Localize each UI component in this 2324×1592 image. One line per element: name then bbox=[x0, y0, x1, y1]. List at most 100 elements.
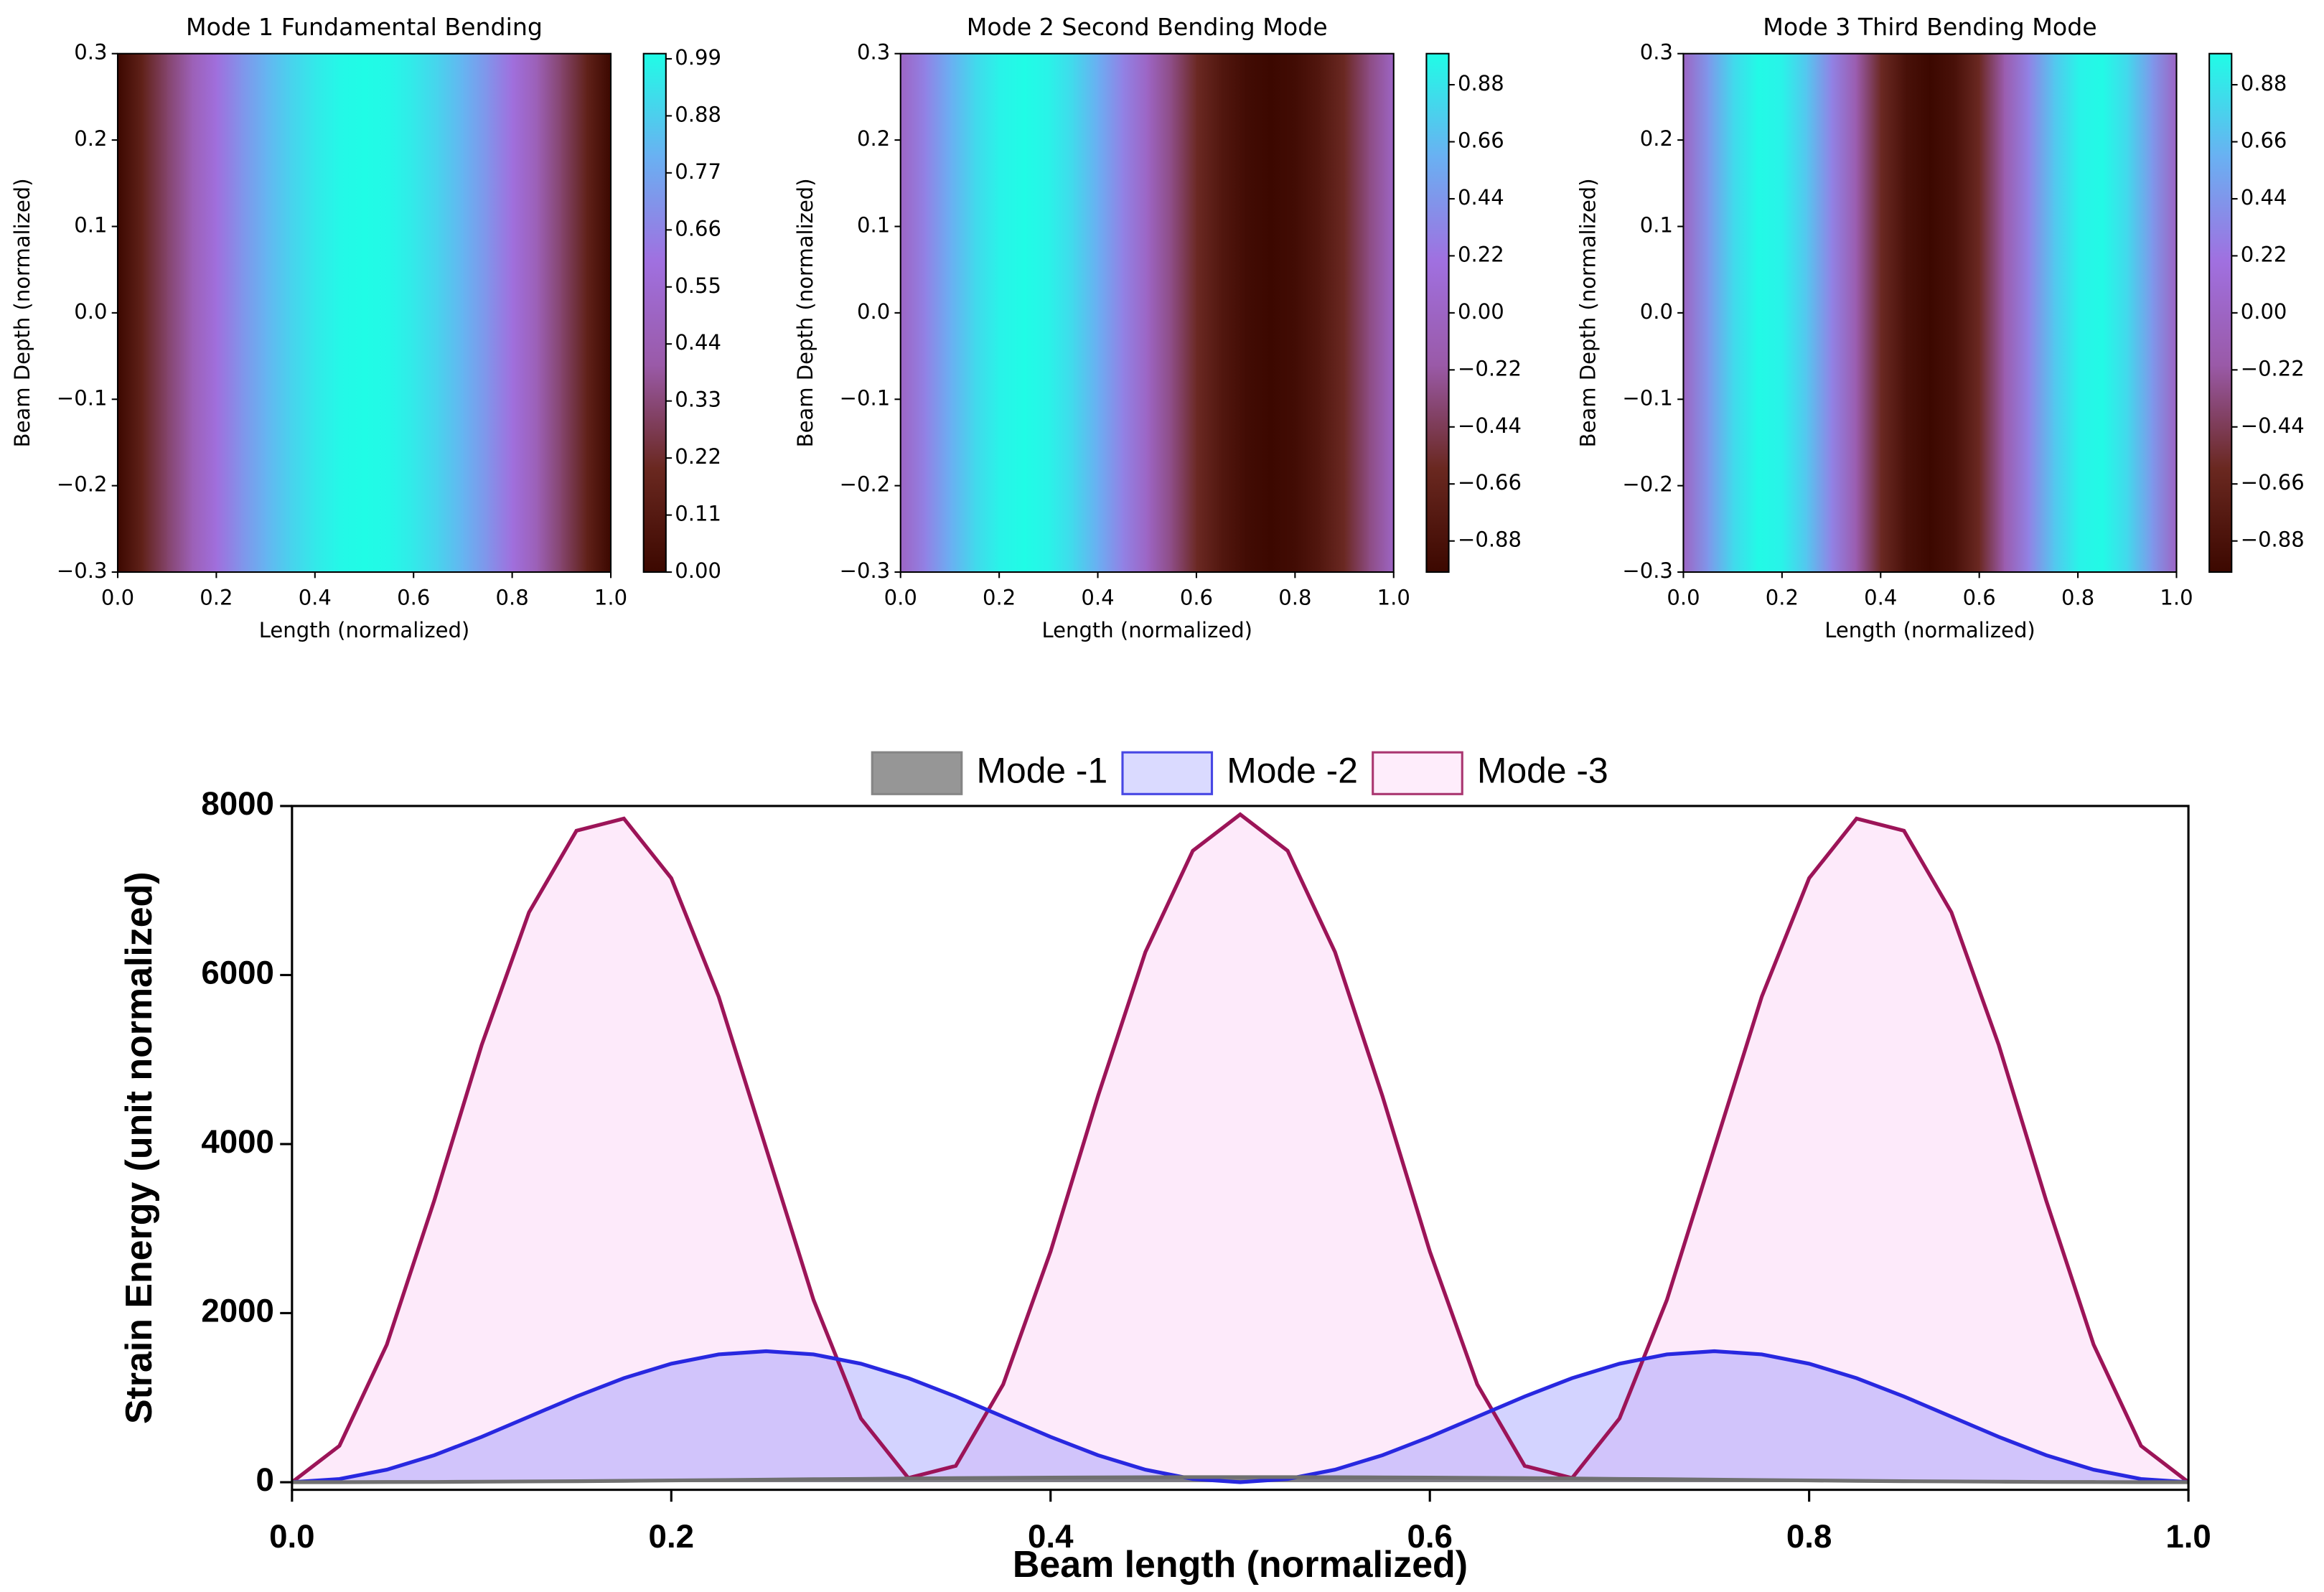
heat-cell bbox=[1245, 53, 1272, 573]
heat-cell bbox=[1757, 53, 1784, 573]
x-tick-label: 0.8 bbox=[496, 585, 529, 609]
y-tick-label: 4000 bbox=[201, 1123, 274, 1160]
x-tick-label: 0.0 bbox=[269, 1518, 314, 1555]
x-tick-label: 0.2 bbox=[200, 585, 233, 609]
area-line bbox=[291, 1349, 2189, 1484]
heat-cell bbox=[1831, 53, 1857, 573]
legend-label: Mode -2 bbox=[1227, 750, 1358, 790]
x-tick-label: 0.8 bbox=[2061, 585, 2094, 609]
x-tick-label: 0.6 bbox=[1407, 1518, 1452, 1555]
heat-cell bbox=[1270, 53, 1296, 573]
x-axis-label: Beam length (normalized) bbox=[1013, 1543, 1468, 1585]
legend-swatch bbox=[871, 751, 963, 795]
colorbar-tick-label: −0.66 bbox=[2241, 470, 2305, 495]
heat-cell bbox=[536, 53, 563, 573]
heat-cell bbox=[925, 53, 951, 573]
heat-cell bbox=[2127, 53, 2153, 573]
x-tick-label: 0.4 bbox=[1081, 585, 1114, 609]
y-tick-label: 8000 bbox=[201, 785, 274, 822]
x-axis-label: Length (normalized) bbox=[259, 618, 470, 642]
y-tick-label: −0.3 bbox=[1622, 558, 1673, 583]
area-line bbox=[291, 1475, 2189, 1484]
x-tick-label: 0.6 bbox=[397, 585, 430, 609]
colorbar-tick-label: 0.00 bbox=[2241, 299, 2287, 324]
y-tick-label: −0.1 bbox=[1622, 385, 1673, 410]
colorbar bbox=[2208, 52, 2233, 573]
heat-cell bbox=[1196, 53, 1222, 573]
x-tick-label: 0.2 bbox=[649, 1518, 694, 1555]
heat-cell bbox=[1344, 53, 1370, 573]
heat-cell bbox=[2078, 53, 2104, 573]
colorbar-tick-label: 0.22 bbox=[675, 444, 721, 469]
heat-cell bbox=[216, 53, 242, 573]
y-tick-label: 2000 bbox=[201, 1293, 274, 1329]
chart-title: Mode 2 Second Bending Mode bbox=[967, 13, 1328, 41]
colorbar-tick-label: 0.00 bbox=[675, 558, 721, 583]
x-tick-label: 0.8 bbox=[1278, 585, 1311, 609]
heat-cell bbox=[1023, 53, 1050, 573]
y-tick-label: −0.2 bbox=[840, 472, 891, 497]
legend-label: Mode -1 bbox=[977, 750, 1108, 790]
heat-cell bbox=[339, 53, 365, 573]
heat-cell bbox=[1781, 53, 1808, 573]
y-tick-label: 0.1 bbox=[74, 212, 107, 237]
colorbar-tick-label: 0.88 bbox=[675, 102, 721, 126]
colorbar-tick-label: −0.44 bbox=[1458, 413, 1522, 438]
y-tick-label: −0.1 bbox=[840, 385, 891, 410]
heat-cell bbox=[999, 53, 1025, 573]
heat-cell bbox=[1707, 53, 1734, 573]
colorbar-tick-label: −0.22 bbox=[2241, 356, 2305, 380]
heat-cell bbox=[266, 53, 291, 573]
colorbar-tick-label: 0.66 bbox=[675, 216, 721, 240]
y-tick-label: −0.2 bbox=[57, 472, 108, 497]
x-tick-label: 0.4 bbox=[299, 585, 332, 609]
heat-cell bbox=[2004, 53, 2030, 573]
colorbar-tick-label: 0.77 bbox=[675, 159, 721, 184]
x-tick-label: 1.0 bbox=[2160, 585, 2193, 609]
y-tick-label: 0.1 bbox=[1640, 212, 1673, 237]
y-axis-label: Beam Depth (normalized) bbox=[1576, 178, 1601, 447]
heat-cell bbox=[142, 53, 168, 573]
legend-item: Mode -1 bbox=[871, 750, 1108, 795]
heat-cell bbox=[1221, 53, 1247, 573]
x-tick-label: 0.0 bbox=[101, 585, 134, 609]
y-tick-label: 0.1 bbox=[857, 212, 890, 237]
colorbar-tick-label: −0.88 bbox=[1458, 528, 1522, 552]
colorbar-tick-label: 0.11 bbox=[675, 502, 721, 526]
heat-cell bbox=[1122, 53, 1148, 573]
heat-cell bbox=[512, 53, 538, 573]
heat-cell bbox=[1905, 53, 1931, 573]
x-tick-label: 0.4 bbox=[1864, 585, 1897, 609]
heat-cell bbox=[413, 53, 439, 573]
heat-cell bbox=[586, 53, 612, 573]
y-tick-label: 0.2 bbox=[857, 126, 890, 151]
chart-title: Mode 3 Third Bending Mode bbox=[1763, 13, 2096, 41]
heat-cell bbox=[1733, 53, 1758, 573]
heat-cell bbox=[1979, 53, 2005, 573]
colorbar-tick-label: −0.44 bbox=[2241, 413, 2305, 438]
heat-cell bbox=[2102, 53, 2129, 573]
x-tick-label: 0.0 bbox=[884, 585, 917, 609]
heat-cell bbox=[950, 53, 976, 573]
colorbar-tick-label: 0.44 bbox=[1458, 185, 1504, 210]
chart-title: Mode 1 Fundamental Bending bbox=[186, 13, 543, 41]
area-fill bbox=[291, 1351, 2189, 1483]
colorbar-tick-label: 0.44 bbox=[675, 330, 721, 355]
heat-cell bbox=[438, 53, 464, 573]
colorbar-tick-label: 0.66 bbox=[2241, 128, 2287, 153]
colorbar-tick-label: 0.00 bbox=[1458, 299, 1504, 324]
heat-cell bbox=[1369, 53, 1394, 573]
heat-cell bbox=[1855, 53, 1882, 573]
x-tick-label: 1.0 bbox=[2165, 1518, 2211, 1555]
heat-cell bbox=[1147, 53, 1173, 573]
heat-cell bbox=[1073, 53, 1099, 573]
heat-cell bbox=[117, 53, 144, 573]
y-tick-label: 0 bbox=[256, 1461, 274, 1498]
x-tick-label: 0.6 bbox=[1180, 585, 1213, 609]
heat-cell bbox=[1683, 53, 1710, 573]
colorbar-tick-label: 0.55 bbox=[675, 273, 721, 298]
x-tick-label: 1.0 bbox=[594, 585, 627, 609]
y-tick-label: −0.3 bbox=[57, 558, 108, 583]
y-tick-label: 6000 bbox=[201, 954, 274, 991]
